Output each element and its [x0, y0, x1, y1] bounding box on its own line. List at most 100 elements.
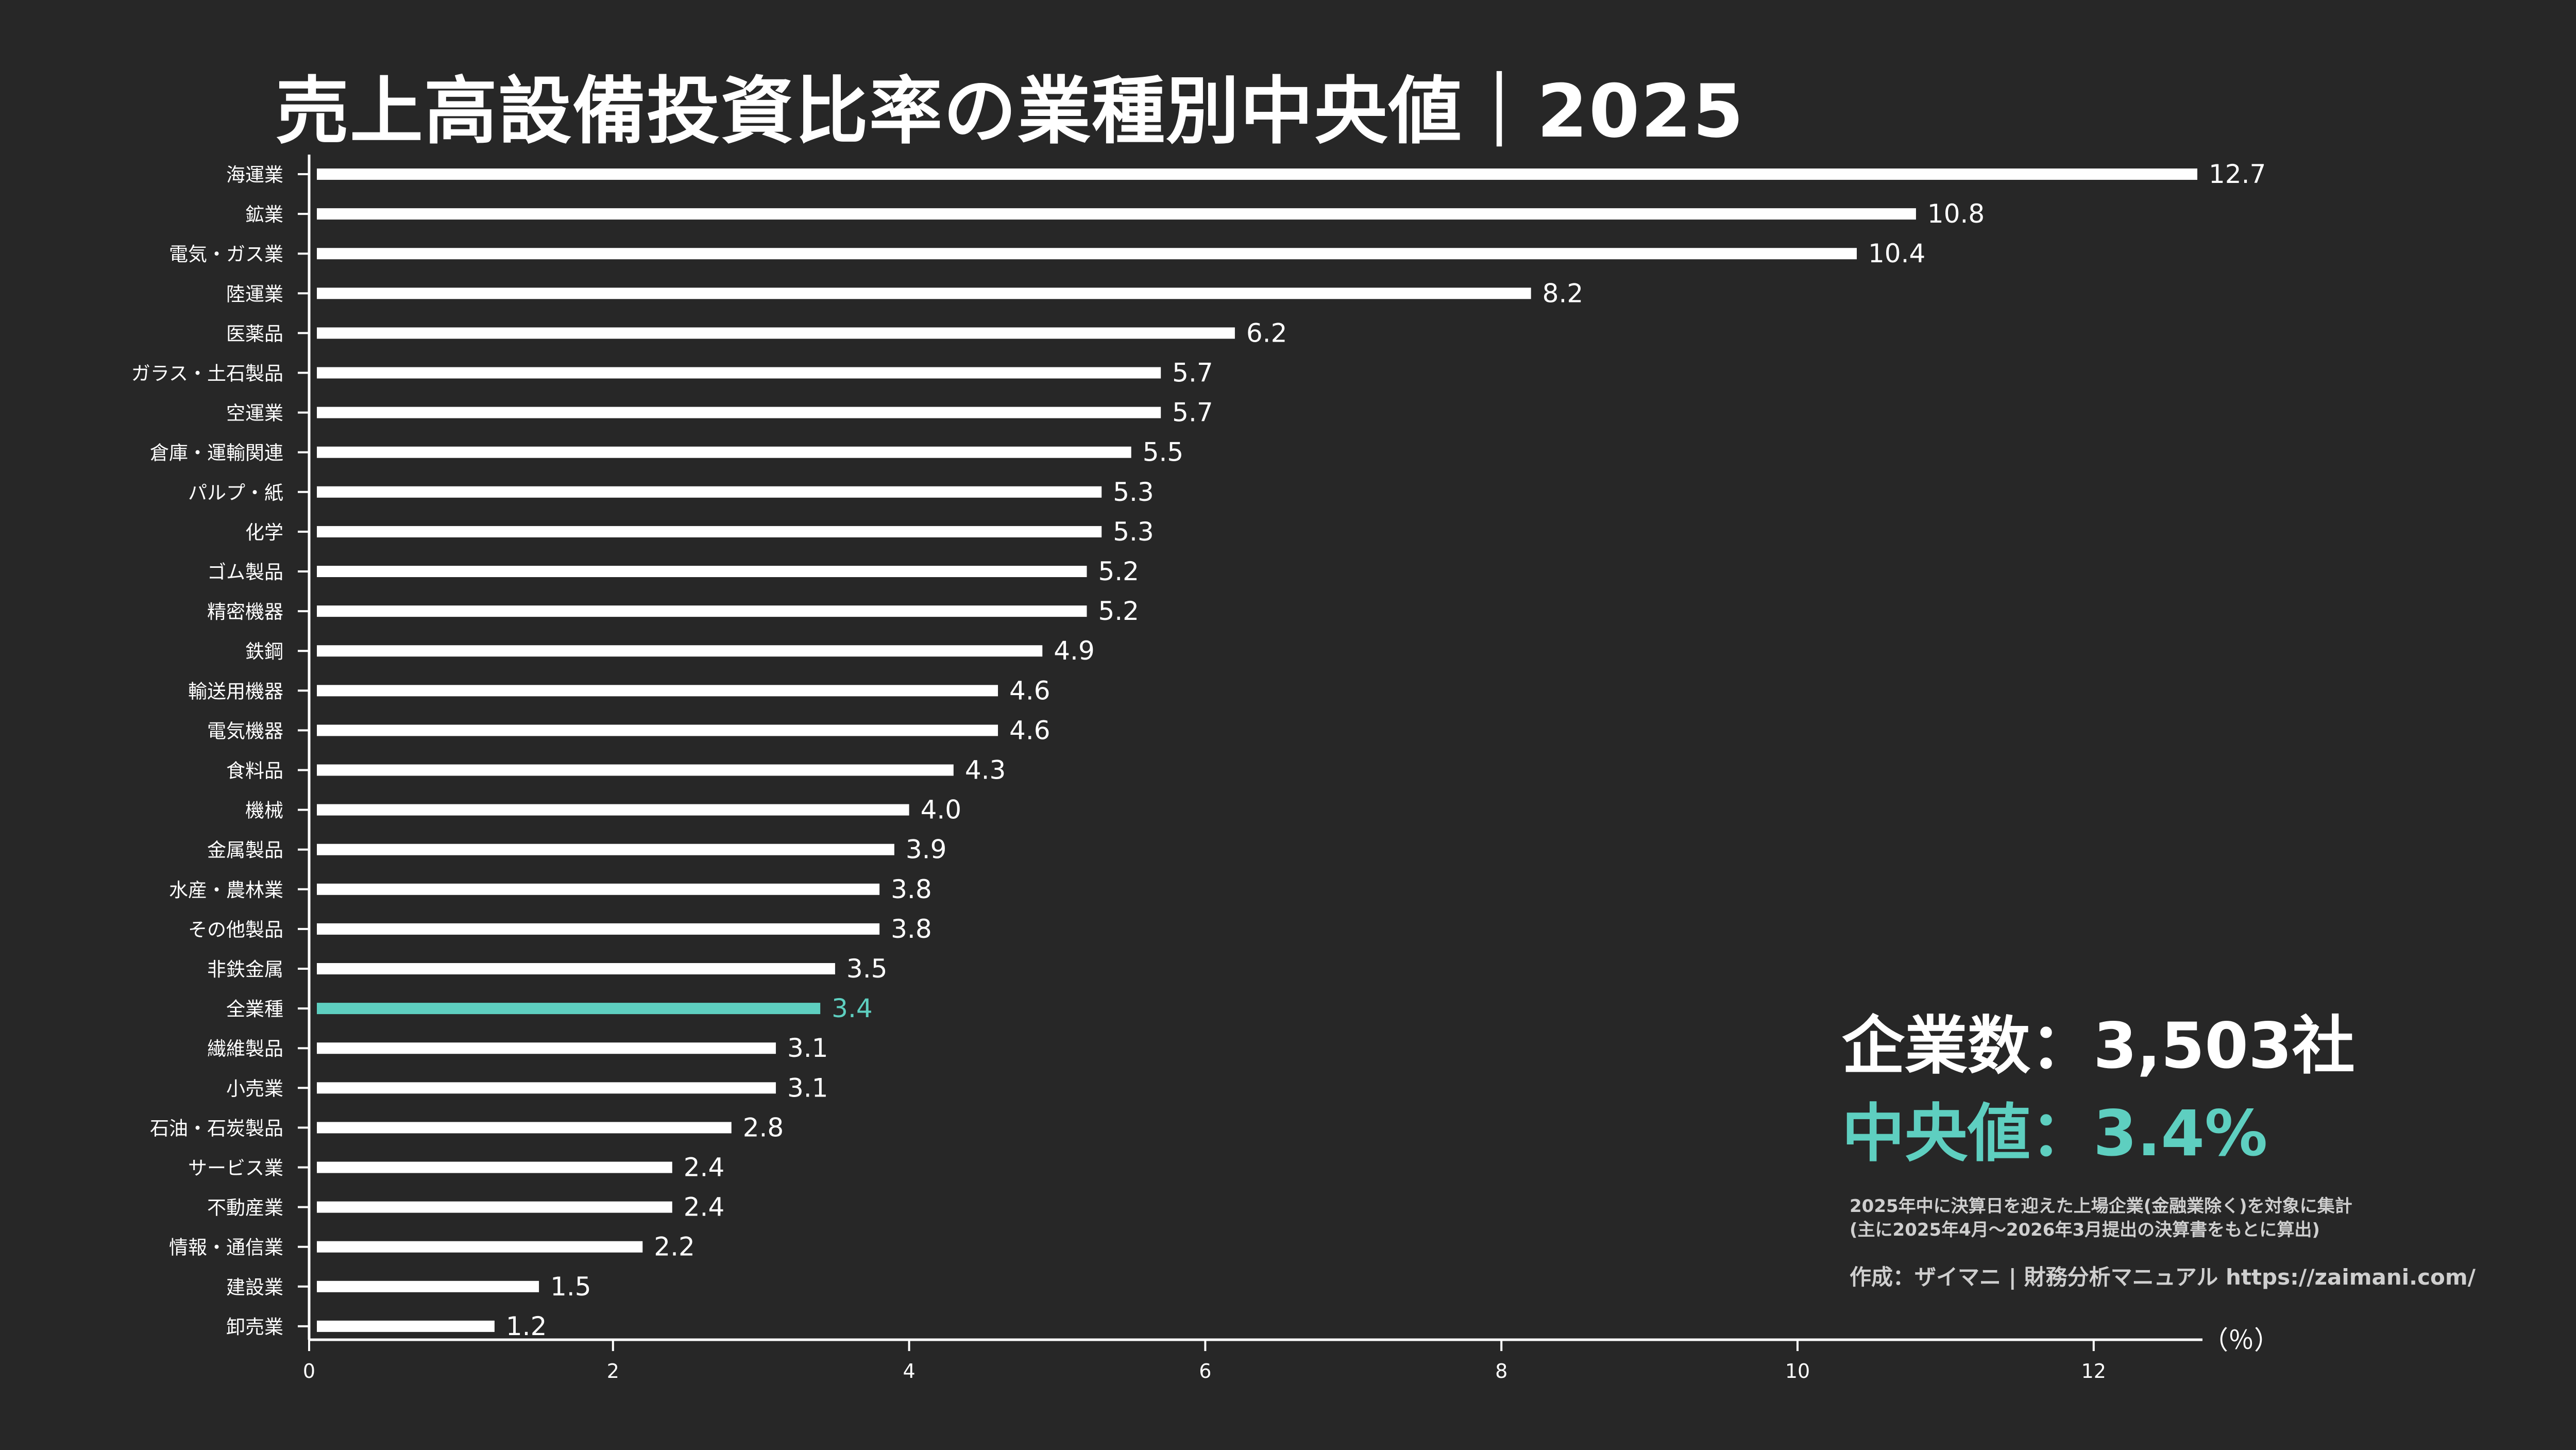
value-label: 3.8 — [891, 874, 932, 904]
value-label: 2.2 — [654, 1232, 695, 1262]
value-label: 10.8 — [1927, 199, 1985, 229]
value-label: 1.2 — [506, 1311, 547, 1341]
category-label: 水産・農林業 — [169, 879, 283, 901]
bar — [317, 407, 1161, 418]
category-label: 輸送用機器 — [188, 680, 283, 702]
category-label: 不動産業 — [207, 1197, 283, 1219]
x-tick-label: 12 — [2081, 1360, 2106, 1382]
footnote: 2025年中に決算日を迎えた上場企業(金融業除く)を対象に集計 (主に2025年… — [1850, 1194, 2352, 1242]
value-label: 3.4 — [832, 993, 873, 1023]
category-label: その他製品 — [188, 919, 283, 941]
bar — [317, 486, 1102, 498]
category-label: 陸運業 — [226, 283, 283, 305]
value-label: 2.4 — [684, 1153, 725, 1183]
category-label: 建設業 — [226, 1276, 283, 1299]
category-label: 非鉄金属 — [207, 958, 283, 981]
bar — [317, 168, 2197, 180]
bar — [317, 605, 1087, 617]
category-label: 精密機器 — [207, 601, 283, 623]
category-label: 小売業 — [226, 1077, 283, 1100]
value-label: 5.3 — [1113, 517, 1154, 547]
category-label: 繊維製品 — [207, 1038, 283, 1060]
x-tick-label: 2 — [607, 1360, 619, 1382]
value-label: 5.7 — [1172, 358, 1213, 388]
category-label: 倉庫・運輸関連 — [150, 442, 283, 464]
bar — [317, 1042, 776, 1054]
category-label: 電気・ガス業 — [169, 243, 283, 265]
category-label: パルプ・紙 — [188, 482, 283, 504]
chart-title: 売上高設備投資比率の業種別中央値｜2025 — [276, 69, 1745, 154]
bar — [317, 685, 998, 697]
x-axis-label: （％） — [2202, 1325, 2280, 1355]
footnote-line: (主に2025年4月～2026年3月提出の決算書をもとに算出) — [1850, 1220, 2320, 1240]
value-label: 10.4 — [1868, 239, 1925, 268]
value-label: 5.2 — [1098, 557, 1139, 586]
value-label: 3.5 — [846, 954, 888, 984]
category-label: 空運業 — [226, 402, 283, 425]
bar — [317, 1122, 732, 1134]
category-label: 鉄鋼 — [245, 640, 283, 663]
value-label: 4.3 — [965, 755, 1006, 785]
value-label: 5.2 — [1098, 596, 1139, 626]
category-label: 石油・石炭製品 — [150, 1117, 283, 1139]
median-value: 中央値：3.4% — [1842, 1097, 2268, 1170]
bar — [317, 446, 1131, 458]
value-label: 2.4 — [684, 1192, 725, 1222]
x-tick-label: 4 — [903, 1360, 916, 1382]
bar — [317, 1280, 539, 1292]
bar — [317, 1082, 776, 1094]
category-label: ゴム製品 — [207, 561, 283, 583]
category-label: 機械 — [245, 800, 283, 822]
category-label: 海運業 — [226, 164, 283, 186]
value-label: 12.7 — [2209, 159, 2266, 189]
x-tick-label: 6 — [1199, 1360, 1211, 1382]
value-label: 3.9 — [906, 835, 947, 865]
company-count: 企業数：3,503社 — [1842, 1009, 2355, 1083]
bar — [317, 288, 1531, 299]
category-label: 卸売業 — [226, 1316, 283, 1338]
bar — [317, 724, 998, 736]
value-label: 2.8 — [743, 1112, 784, 1142]
bar — [317, 367, 1161, 379]
category-label: 電気機器 — [207, 720, 283, 742]
value-label: 3.8 — [891, 914, 932, 944]
bar — [317, 1320, 495, 1332]
category-label: 全業種 — [226, 998, 283, 1020]
bar — [317, 804, 909, 816]
x-tick-label: 8 — [1495, 1360, 1507, 1382]
category-label: 金属製品 — [207, 839, 283, 862]
bar — [317, 1201, 672, 1213]
value-label: 5.3 — [1113, 477, 1154, 507]
bar — [317, 566, 1087, 577]
footnote-line: 2025年中に決算日を迎えた上場企業(金融業除く)を対象に集計 — [1850, 1196, 2352, 1217]
credit-line: 作成：ザイマニ | 財務分析マニュアル https://zaimani.com/ — [1850, 1264, 2476, 1290]
value-label: 4.0 — [921, 795, 962, 825]
bar — [317, 208, 1916, 220]
bar — [317, 844, 894, 855]
category-label: 医薬品 — [226, 323, 283, 345]
bar — [317, 1161, 672, 1173]
bar — [317, 764, 954, 776]
bars-layer: 海運業 12.7 鉱業 10.8 電気・ガス業 10.4 陸運業 8.2 医薬品 6.2 ガラス・土… — [131, 159, 2266, 1341]
stats-panel: 企業数：3,503社 中央値：3.4% — [1842, 1002, 2355, 1177]
bar — [317, 1003, 821, 1015]
value-label: 3.1 — [787, 1073, 828, 1103]
bar — [317, 248, 1857, 260]
category-label: 鉱業 — [245, 204, 283, 226]
value-label: 5.7 — [1172, 398, 1213, 428]
category-label: 化学 — [245, 521, 283, 544]
value-label: 5.5 — [1143, 437, 1184, 467]
bar — [317, 645, 1043, 657]
axis-layer: 0 2 4 6 8 10 12 （％） — [298, 155, 2280, 1382]
bar — [317, 327, 1235, 339]
value-label: 6.2 — [1246, 318, 1287, 348]
value-label: 4.9 — [1054, 636, 1095, 666]
bar — [317, 923, 880, 935]
value-label: 1.5 — [550, 1272, 591, 1302]
category-label: サービス業 — [188, 1157, 283, 1179]
value-label: 4.6 — [1009, 715, 1050, 745]
bar — [317, 526, 1102, 537]
category-label: 食料品 — [226, 760, 283, 782]
bar — [317, 883, 880, 895]
